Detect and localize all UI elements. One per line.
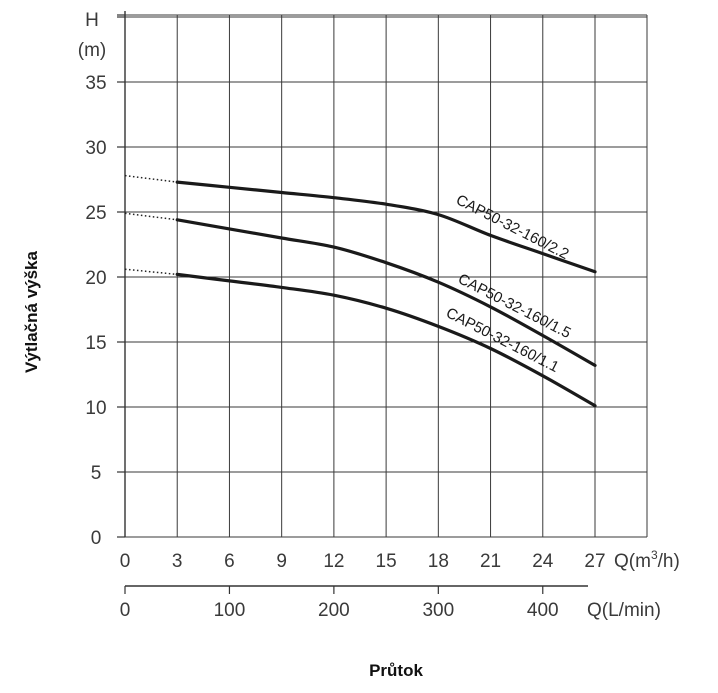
y-tick-label: 5 <box>91 463 102 484</box>
curve-extrapolation-dotted <box>124 174 178 183</box>
x-tick-label-m3h: 18 <box>428 551 449 572</box>
x-tick-label-m3h: 12 <box>323 551 344 572</box>
x-tick-label-lmin: 300 <box>422 600 454 621</box>
curve-extrapolation-dotted <box>124 212 178 221</box>
x-tick-label-lmin: 200 <box>318 600 350 621</box>
y-tick-label: 25 <box>85 203 106 224</box>
x-tick-label-m3h: 0 <box>120 551 131 572</box>
x-tick-label-m3h: 24 <box>532 551 554 572</box>
x-tick-label-lmin: 100 <box>214 600 246 621</box>
x-axis-title: Průtok <box>369 661 423 680</box>
y-tick-label: 20 <box>85 268 106 289</box>
y-axis-unit: (m) <box>78 40 106 61</box>
x-tick-label-lmin: 400 <box>527 600 559 621</box>
x-tick-label-lmin: 0 <box>120 600 131 621</box>
curves <box>124 174 597 408</box>
axes: 0 5 10 15 20 25 30 35 H (m) 0 3 6 9 12 15 18 21 24 27 Q(m3/h… <box>22 10 680 680</box>
x-tick-label-m3h: 21 <box>480 551 501 572</box>
labels: CAP50-32-160/2.2CAP50-32-160/1.5CAP50-32… <box>443 191 573 376</box>
curve-cap50-32-160-1-1 <box>175 272 597 408</box>
y-tick-label: 35 <box>85 73 106 94</box>
x-tick-label-m3h: 6 <box>224 551 235 572</box>
y-tick-label: 10 <box>85 398 106 419</box>
x-tick-label-m3h: 3 <box>172 551 183 572</box>
curve-extrapolation-dotted <box>124 268 178 276</box>
y-tick-label: 15 <box>85 333 106 354</box>
x-tick-label-m3h: 9 <box>276 551 287 572</box>
x-axis-unit-m3h: Q(m3/h) <box>614 548 680 572</box>
x-axis-unit-lmin: Q(L/min) <box>587 600 661 621</box>
x-tick-label-m3h: 27 <box>584 551 605 572</box>
x-tick-label-m3h: 15 <box>376 551 397 572</box>
y-axis-title: Výtlačná výška <box>22 250 41 372</box>
y-tick-label: 0 <box>91 528 102 549</box>
curve-cap50-32-160-1-5 <box>175 218 597 367</box>
curve-cap50-32-160-2-2 <box>175 180 597 274</box>
grid <box>125 14 648 538</box>
y-tick-label: 30 <box>85 138 106 159</box>
y-axis-symbol: H <box>85 10 99 31</box>
